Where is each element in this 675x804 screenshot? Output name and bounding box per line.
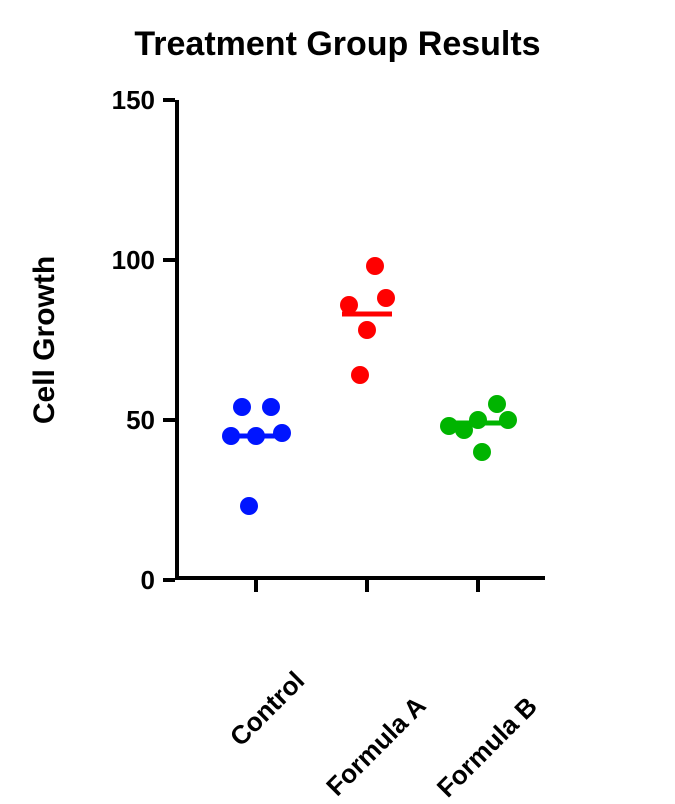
y-tick-label: 150 [85, 85, 155, 116]
chart-container: Treatment Group Results 050100150Control… [0, 0, 675, 782]
data-point [440, 417, 458, 435]
data-point [222, 427, 240, 445]
data-point [351, 366, 369, 384]
y-tick [163, 258, 175, 262]
data-point [233, 398, 251, 416]
data-point [488, 395, 506, 413]
y-tick [163, 578, 175, 582]
data-point [358, 321, 376, 339]
data-point [247, 427, 265, 445]
plot-area: 050100150ControlFormula AFormula B [175, 100, 545, 580]
data-point [273, 424, 291, 442]
y-tick [163, 418, 175, 422]
data-point [240, 497, 258, 515]
x-tick-label: Formula B [431, 691, 544, 804]
y-axis-line [175, 100, 179, 580]
data-point [366, 257, 384, 275]
x-tick-label: Formula A [321, 690, 433, 802]
y-tick-label: 0 [85, 565, 155, 596]
x-tick [254, 580, 258, 592]
data-point [377, 289, 395, 307]
data-point [473, 443, 491, 461]
y-tick-label: 50 [85, 405, 155, 436]
y-tick [163, 98, 175, 102]
x-tick [365, 580, 369, 592]
data-point [340, 296, 358, 314]
x-tick [476, 580, 480, 592]
x-tick-label: Control [224, 665, 311, 752]
y-tick-label: 100 [85, 245, 155, 276]
x-axis-line [175, 576, 545, 580]
data-point [469, 411, 487, 429]
y-axis-label: Cell Growth [28, 256, 62, 424]
data-point [262, 398, 280, 416]
data-point [499, 411, 517, 429]
chart-title: Treatment Group Results [0, 25, 675, 64]
